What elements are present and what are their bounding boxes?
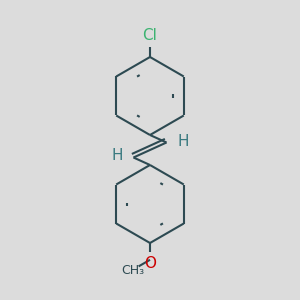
Text: Cl: Cl bbox=[142, 28, 158, 44]
Text: H: H bbox=[111, 148, 123, 164]
Text: CH₃: CH₃ bbox=[121, 263, 144, 277]
Text: H: H bbox=[177, 134, 189, 148]
Text: O: O bbox=[144, 256, 156, 271]
